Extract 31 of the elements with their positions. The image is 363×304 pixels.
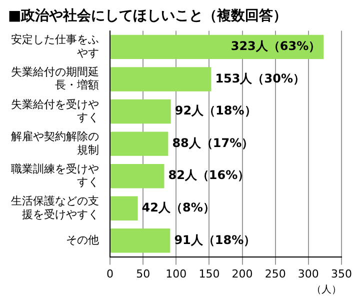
data-label: 82人（16%） (168, 168, 250, 182)
x-tick-label: 250 (264, 267, 286, 280)
x-tick-label: 150 (198, 267, 220, 280)
y-tick-label: 生活保護などの支援を受けやすく (11, 194, 99, 221)
y-tick-label: 失業給付の期間延長・増額 (11, 65, 99, 92)
data-label: 92人（18%） (174, 104, 256, 118)
x-axis-title: （人） (312, 284, 342, 296)
data-label: 323人（63%） (230, 39, 321, 54)
data-label: 91人（18%） (174, 232, 256, 247)
x-tick-label: 100 (166, 267, 187, 280)
x-tick-label: 200 (232, 267, 253, 280)
data-label: 153人（30%） (215, 71, 305, 86)
y-tick-label: その他 (66, 234, 99, 247)
bar (110, 196, 138, 220)
x-tick-label: 300 (298, 267, 319, 280)
x-tick-label: 350 (331, 267, 352, 280)
bar (110, 132, 168, 156)
data-label: 42人（8%） (142, 200, 215, 214)
bar (110, 67, 212, 92)
x-tick-label: 0 (106, 267, 114, 280)
x-tick-label: 50 (136, 267, 150, 280)
bar (110, 34, 324, 60)
y-tick-label: 職業訓練を受けやすく (11, 162, 99, 189)
bar (110, 164, 164, 188)
data-label: 88人（17%） (172, 136, 254, 150)
bar (110, 228, 170, 253)
bar (110, 99, 171, 124)
y-tick-label: 安定した仕事をふやす (11, 33, 99, 60)
chart-title: ■政治や社会にしてほしいこと（複数回答） (8, 7, 288, 24)
y-tick-label: 解雇や契約解除の規制 (11, 130, 99, 156)
y-tick-label: 失業給付を受けやすく (11, 98, 99, 124)
